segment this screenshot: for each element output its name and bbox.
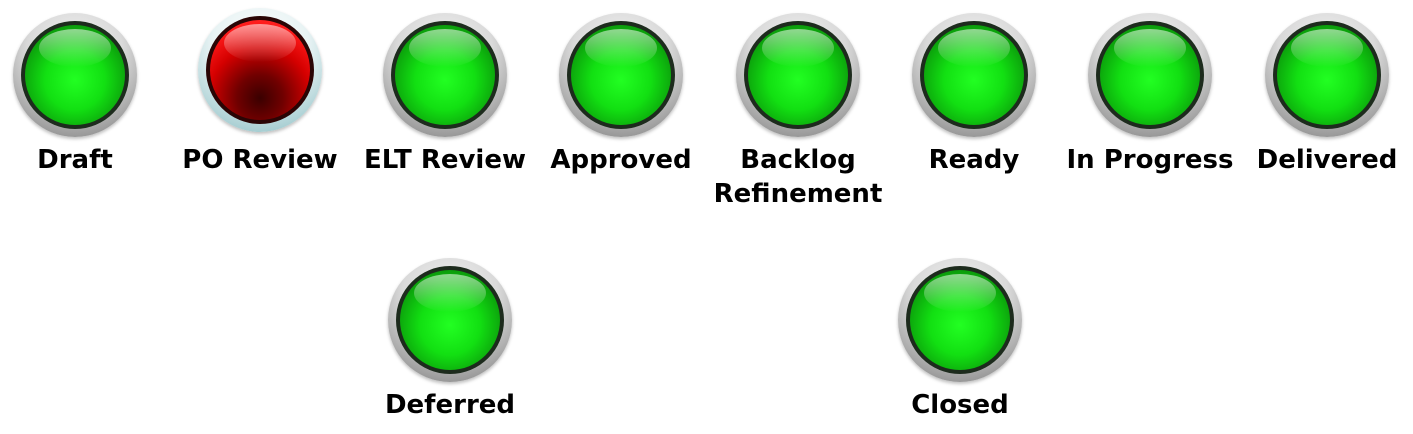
status-backlog-refinement: Backlog Refinement (714, 13, 882, 211)
status-label: ELT Review (364, 145, 526, 175)
status-deferred: Deferred (370, 258, 530, 422)
green-light-icon (383, 13, 507, 137)
status-elt-review: ELT Review (364, 13, 526, 177)
green-light-icon (559, 13, 683, 137)
status-label: Draft (37, 145, 113, 175)
status-label: Ready (928, 145, 1020, 175)
red-light-icon (198, 8, 322, 132)
status-po-review: PO Review (180, 8, 340, 177)
green-light-icon (736, 13, 860, 137)
status-draft: Draft (0, 13, 155, 177)
status-label: In Progress (1066, 145, 1234, 175)
status-label: Closed (911, 390, 1009, 420)
status-approved: Approved (541, 13, 701, 177)
status-delivered: Delivered (1247, 13, 1407, 177)
status-label: Approved (550, 145, 692, 175)
status-label: Delivered (1256, 145, 1398, 175)
green-light-icon (1265, 13, 1389, 137)
green-light-icon (898, 258, 1022, 382)
green-light-icon (13, 13, 137, 137)
green-light-icon (1088, 13, 1212, 137)
green-light-icon (388, 258, 512, 382)
status-closed: Closed (880, 258, 1040, 422)
status-label: Deferred (384, 390, 516, 420)
status-in-progress: In Progress (1067, 13, 1234, 177)
status-ready: Ready (894, 13, 1054, 177)
green-light-icon (912, 13, 1036, 137)
status-label: PO Review (182, 145, 338, 175)
status-label: Backlog Refinement (713, 145, 883, 209)
